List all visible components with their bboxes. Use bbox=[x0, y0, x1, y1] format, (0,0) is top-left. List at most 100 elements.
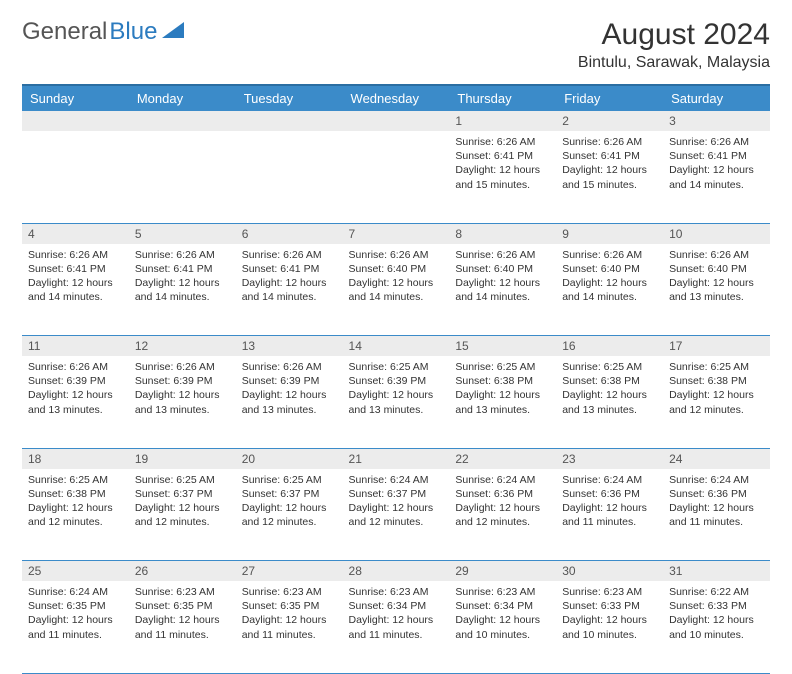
day-number: 26 bbox=[129, 561, 236, 581]
day-content: Sunrise: 6:26 AMSunset: 6:41 PMDaylight:… bbox=[22, 244, 129, 309]
day-content: Sunrise: 6:24 AMSunset: 6:36 PMDaylight:… bbox=[663, 469, 770, 534]
day-cell: Sunrise: 6:25 AMSunset: 6:38 PMDaylight:… bbox=[556, 356, 663, 448]
day-number: 22 bbox=[449, 449, 556, 469]
title-block: August 2024 Bintulu, Sarawak, Malaysia bbox=[578, 18, 770, 72]
day-cell: Sunrise: 6:26 AMSunset: 6:39 PMDaylight:… bbox=[22, 356, 129, 448]
day-number: 31 bbox=[663, 561, 770, 581]
daynum-cell: 20 bbox=[236, 448, 343, 469]
day-content: Sunrise: 6:26 AMSunset: 6:39 PMDaylight:… bbox=[129, 356, 236, 421]
content-row: Sunrise: 6:25 AMSunset: 6:38 PMDaylight:… bbox=[22, 469, 770, 561]
day-content: Sunrise: 6:23 AMSunset: 6:33 PMDaylight:… bbox=[556, 581, 663, 646]
day-cell: Sunrise: 6:25 AMSunset: 6:38 PMDaylight:… bbox=[449, 356, 556, 448]
weekday-header: Saturday bbox=[663, 85, 770, 111]
day-content: Sunrise: 6:23 AMSunset: 6:35 PMDaylight:… bbox=[236, 581, 343, 646]
day-cell: Sunrise: 6:23 AMSunset: 6:33 PMDaylight:… bbox=[556, 581, 663, 673]
daynum-cell: 13 bbox=[236, 336, 343, 357]
day-cell: Sunrise: 6:24 AMSunset: 6:36 PMDaylight:… bbox=[663, 469, 770, 561]
day-number: 30 bbox=[556, 561, 663, 581]
day-cell: Sunrise: 6:24 AMSunset: 6:36 PMDaylight:… bbox=[556, 469, 663, 561]
day-number: 13 bbox=[236, 336, 343, 356]
day-number: 16 bbox=[556, 336, 663, 356]
daynum-cell bbox=[236, 111, 343, 131]
day-cell bbox=[236, 131, 343, 223]
day-content: Sunrise: 6:26 AMSunset: 6:40 PMDaylight:… bbox=[663, 244, 770, 309]
daynum-cell: 29 bbox=[449, 561, 556, 582]
day-cell: Sunrise: 6:26 AMSunset: 6:41 PMDaylight:… bbox=[449, 131, 556, 223]
day-cell: Sunrise: 6:26 AMSunset: 6:41 PMDaylight:… bbox=[663, 131, 770, 223]
day-content: Sunrise: 6:24 AMSunset: 6:36 PMDaylight:… bbox=[449, 469, 556, 534]
day-content: Sunrise: 6:23 AMSunset: 6:34 PMDaylight:… bbox=[343, 581, 450, 646]
day-cell: Sunrise: 6:25 AMSunset: 6:39 PMDaylight:… bbox=[343, 356, 450, 448]
day-content: Sunrise: 6:22 AMSunset: 6:33 PMDaylight:… bbox=[663, 581, 770, 646]
day-cell: Sunrise: 6:24 AMSunset: 6:35 PMDaylight:… bbox=[22, 581, 129, 673]
day-number: 1 bbox=[449, 111, 556, 131]
daynum-cell: 27 bbox=[236, 561, 343, 582]
day-cell: Sunrise: 6:23 AMSunset: 6:34 PMDaylight:… bbox=[343, 581, 450, 673]
day-number: 25 bbox=[22, 561, 129, 581]
daynum-cell: 3 bbox=[663, 111, 770, 131]
day-cell bbox=[22, 131, 129, 223]
day-content: Sunrise: 6:26 AMSunset: 6:39 PMDaylight:… bbox=[22, 356, 129, 421]
daynum-cell: 23 bbox=[556, 448, 663, 469]
day-content: Sunrise: 6:26 AMSunset: 6:39 PMDaylight:… bbox=[236, 356, 343, 421]
daynum-cell: 15 bbox=[449, 336, 556, 357]
daynum-cell: 22 bbox=[449, 448, 556, 469]
day-cell: Sunrise: 6:25 AMSunset: 6:37 PMDaylight:… bbox=[236, 469, 343, 561]
day-number: 2 bbox=[556, 111, 663, 131]
content-row: Sunrise: 6:26 AMSunset: 6:41 PMDaylight:… bbox=[22, 244, 770, 336]
daynum-cell: 1 bbox=[449, 111, 556, 131]
day-number: 6 bbox=[236, 224, 343, 244]
daynum-cell: 4 bbox=[22, 223, 129, 244]
day-number bbox=[236, 111, 343, 131]
day-cell: Sunrise: 6:26 AMSunset: 6:41 PMDaylight:… bbox=[556, 131, 663, 223]
day-cell: Sunrise: 6:25 AMSunset: 6:37 PMDaylight:… bbox=[129, 469, 236, 561]
day-number: 7 bbox=[343, 224, 450, 244]
day-number: 10 bbox=[663, 224, 770, 244]
day-number: 21 bbox=[343, 449, 450, 469]
day-content: Sunrise: 6:23 AMSunset: 6:34 PMDaylight:… bbox=[449, 581, 556, 646]
day-number: 17 bbox=[663, 336, 770, 356]
daynum-cell bbox=[343, 111, 450, 131]
day-number: 18 bbox=[22, 449, 129, 469]
logo: GeneralBlue bbox=[22, 18, 184, 46]
day-content: Sunrise: 6:24 AMSunset: 6:35 PMDaylight:… bbox=[22, 581, 129, 646]
day-cell: Sunrise: 6:26 AMSunset: 6:41 PMDaylight:… bbox=[22, 244, 129, 336]
daynum-cell: 19 bbox=[129, 448, 236, 469]
day-number: 14 bbox=[343, 336, 450, 356]
day-cell: Sunrise: 6:26 AMSunset: 6:40 PMDaylight:… bbox=[556, 244, 663, 336]
calendar-body: 123Sunrise: 6:26 AMSunset: 6:41 PMDaylig… bbox=[22, 111, 770, 673]
day-content: Sunrise: 6:25 AMSunset: 6:38 PMDaylight:… bbox=[449, 356, 556, 421]
daynum-row: 123 bbox=[22, 111, 770, 131]
day-number: 4 bbox=[22, 224, 129, 244]
day-cell: Sunrise: 6:25 AMSunset: 6:38 PMDaylight:… bbox=[22, 469, 129, 561]
day-cell: Sunrise: 6:26 AMSunset: 6:40 PMDaylight:… bbox=[663, 244, 770, 336]
day-cell: Sunrise: 6:26 AMSunset: 6:41 PMDaylight:… bbox=[236, 244, 343, 336]
day-content: Sunrise: 6:26 AMSunset: 6:40 PMDaylight:… bbox=[556, 244, 663, 309]
day-cell: Sunrise: 6:24 AMSunset: 6:37 PMDaylight:… bbox=[343, 469, 450, 561]
day-content: Sunrise: 6:25 AMSunset: 6:38 PMDaylight:… bbox=[663, 356, 770, 421]
daynum-cell: 28 bbox=[343, 561, 450, 582]
weekday-header: Tuesday bbox=[236, 85, 343, 111]
day-content: Sunrise: 6:25 AMSunset: 6:38 PMDaylight:… bbox=[22, 469, 129, 534]
daynum-cell: 12 bbox=[129, 336, 236, 357]
daynum-cell: 18 bbox=[22, 448, 129, 469]
weekday-header: Sunday bbox=[22, 85, 129, 111]
day-cell: Sunrise: 6:26 AMSunset: 6:39 PMDaylight:… bbox=[236, 356, 343, 448]
weekday-header: Monday bbox=[129, 85, 236, 111]
day-number: 20 bbox=[236, 449, 343, 469]
day-cell: Sunrise: 6:23 AMSunset: 6:35 PMDaylight:… bbox=[236, 581, 343, 673]
day-number bbox=[129, 111, 236, 131]
weekday-header: Wednesday bbox=[343, 85, 450, 111]
day-content: Sunrise: 6:24 AMSunset: 6:37 PMDaylight:… bbox=[343, 469, 450, 534]
weekday-header-row: SundayMondayTuesdayWednesdayThursdayFrid… bbox=[22, 85, 770, 111]
day-number: 24 bbox=[663, 449, 770, 469]
day-content: Sunrise: 6:26 AMSunset: 6:41 PMDaylight:… bbox=[663, 131, 770, 196]
daynum-cell: 25 bbox=[22, 561, 129, 582]
day-cell: Sunrise: 6:26 AMSunset: 6:39 PMDaylight:… bbox=[129, 356, 236, 448]
daynum-cell bbox=[22, 111, 129, 131]
day-cell: Sunrise: 6:24 AMSunset: 6:36 PMDaylight:… bbox=[449, 469, 556, 561]
weekday-header: Friday bbox=[556, 85, 663, 111]
day-number: 5 bbox=[129, 224, 236, 244]
page-header: GeneralBlue August 2024 Bintulu, Sarawak… bbox=[22, 18, 770, 72]
daynum-cell: 31 bbox=[663, 561, 770, 582]
